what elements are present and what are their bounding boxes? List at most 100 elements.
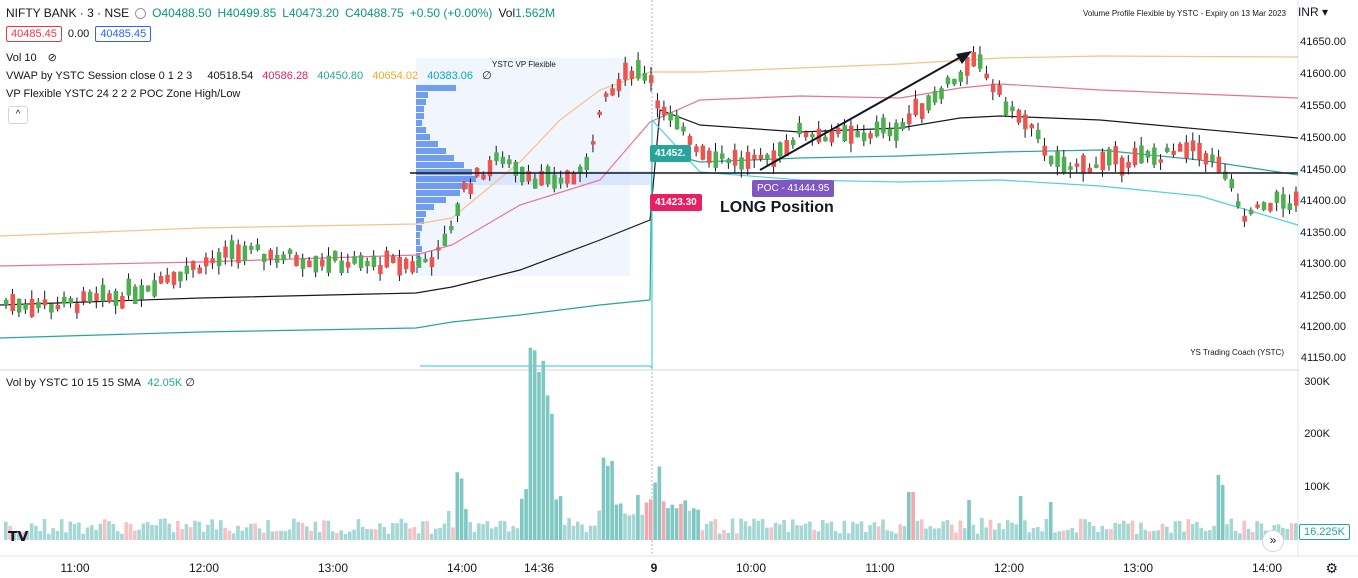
candle-body (881, 117, 886, 134)
volume-bar (90, 525, 94, 540)
volume-bar (541, 360, 546, 540)
candle-body (526, 171, 531, 182)
volume-bar (941, 521, 945, 540)
legend-main[interactable]: NIFTY BANK · 3 · NSE O40488.50 H40499.85… (6, 6, 555, 20)
volume-bar (1083, 519, 1087, 540)
volume-bar (115, 531, 120, 540)
volume-bar (713, 519, 718, 540)
volume-bar (231, 533, 236, 540)
volume-bar (502, 521, 507, 540)
candle-body (1229, 178, 1234, 189)
vp-bar (416, 239, 420, 245)
candle-body (1184, 142, 1189, 159)
volume-bar (201, 531, 206, 540)
volume-bar (932, 528, 937, 540)
candle-body (429, 257, 435, 268)
volume-bar (1048, 502, 1053, 540)
candle-body (216, 252, 222, 267)
volume-bar (769, 527, 773, 540)
volume-bar (739, 518, 743, 540)
time-tick: 12:00 (993, 561, 1025, 575)
currency-selector[interactable]: INR ▾ (1298, 5, 1328, 19)
volume-indicator-legend[interactable]: Vol 10 ⊘ (6, 51, 57, 64)
volume-bar (679, 503, 683, 540)
collapse-legend-button[interactable]: ^ (8, 106, 28, 124)
volume-bar (743, 521, 748, 540)
volume-bar (1173, 521, 1178, 540)
candle-body (145, 285, 151, 292)
tradingview-logo-icon[interactable]: 𝗧𝗩 (8, 528, 29, 544)
candle-body (707, 150, 712, 164)
candle-body (139, 285, 144, 300)
candle-body (1023, 114, 1028, 130)
volume-bar (640, 514, 644, 540)
volume-bar (657, 466, 662, 540)
candle-body (1055, 150, 1060, 168)
volume-bar (8, 525, 12, 540)
candle-body (1145, 151, 1151, 158)
volume-bar (618, 503, 623, 540)
candle-body (410, 261, 415, 273)
sell-button[interactable]: 40485.45 (6, 26, 62, 42)
candle-body (126, 278, 132, 296)
candle-body (365, 261, 370, 267)
candle-body (752, 154, 757, 160)
gear-icon[interactable]: ⚙ (1325, 560, 1338, 576)
candle-body (900, 122, 906, 130)
volume-bar (1216, 475, 1221, 540)
time-tick: 13:00 (1122, 561, 1154, 575)
volume-bar (1294, 523, 1298, 540)
double-chevron-right-icon[interactable]: » (1262, 530, 1284, 552)
vp-bar (416, 176, 476, 182)
eye-off-icon[interactable]: ⊘ (47, 52, 57, 64)
volume-bar (765, 527, 769, 540)
volume-pane-legend[interactable]: Vol by YSTC 10 15 15 SMA 42.05K ∅ (6, 376, 195, 389)
candle-body (977, 54, 983, 69)
candlestick-series[interactable] (4, 46, 1299, 320)
candle-body (1139, 145, 1144, 164)
candle-body (726, 159, 731, 164)
volume-bar (696, 509, 700, 540)
volume-bar (778, 524, 782, 540)
volume-bar (661, 501, 666, 540)
volume-bar (872, 522, 877, 540)
volume-bar (588, 525, 593, 540)
candle-body (29, 298, 35, 317)
candle-body (262, 253, 267, 262)
candle-body (461, 182, 467, 190)
candle-body (1242, 215, 1247, 222)
candle-body (745, 151, 751, 169)
candle-body (558, 177, 564, 184)
candle-body (719, 153, 725, 159)
volume-bar (1109, 528, 1113, 540)
candle-body (42, 299, 48, 306)
volume-bar (722, 529, 726, 540)
candle-body (442, 233, 448, 246)
vwap-legend[interactable]: VWAP by YSTC Session close 0 1 2 3 40518… (6, 69, 492, 82)
volume-bar (1147, 531, 1152, 540)
volume-bar (240, 530, 245, 540)
volume-bar (528, 347, 533, 540)
vwap-value-2: 40586.28 (262, 70, 309, 82)
candle-body (984, 73, 989, 79)
volume-bar (1289, 523, 1294, 540)
vol10-label: Vol 10 (6, 52, 37, 64)
candle-body (178, 271, 183, 282)
buy-button[interactable]: 40485.45 (95, 26, 152, 42)
volume-bar (950, 524, 954, 540)
candle-body (713, 151, 718, 168)
trend-arrow-line[interactable] (759, 53, 967, 171)
volume-bar (408, 528, 412, 540)
candle-body (855, 131, 860, 138)
symbol-label[interactable]: NIFTY BANK · 3 · NSE (6, 6, 130, 20)
candle-body (823, 136, 828, 142)
candle-body (1216, 156, 1222, 173)
volume-bar (412, 526, 417, 540)
price-tick: 41350.00 (1300, 227, 1346, 239)
volume-bar (653, 482, 657, 540)
vp-legend[interactable]: VP Flexible YSTC 24 2 2 2 POC Zone High/… (6, 88, 240, 100)
volume-bar (1203, 531, 1208, 540)
vp-bar (416, 204, 434, 210)
time-tick: 14:00 (446, 561, 478, 575)
